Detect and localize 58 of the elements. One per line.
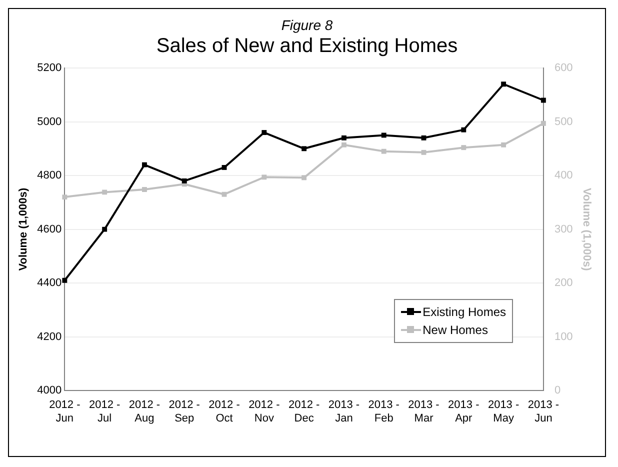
- point: [222, 192, 227, 197]
- point: [102, 190, 108, 195]
- point: [302, 146, 307, 152]
- point: [540, 98, 546, 103]
- y2-tick-label: 400: [554, 170, 573, 182]
- y-tick-label: 4000: [37, 384, 62, 397]
- x-tick-label: 2013 - Mar: [408, 399, 440, 424]
- point: [540, 120, 546, 126]
- x-tick-label: 2012 - Oct: [208, 399, 240, 424]
- point: [341, 142, 346, 148]
- y-tick-label: 4800: [37, 170, 62, 182]
- y2-tick-label: 300: [554, 223, 573, 236]
- legend-label: New Homes: [422, 323, 488, 337]
- x-tick-label: 2013 - Jan: [328, 399, 360, 424]
- x-tick-label: 2013 - May: [488, 399, 520, 424]
- point: [381, 132, 386, 138]
- x-tick-label: 2012 - Jun: [49, 399, 81, 424]
- x-tick-label: 2012 - Dec: [288, 399, 320, 424]
- y2-tick-label: 500: [554, 116, 573, 128]
- chart-title: Sales of New and Existing Homes: [155, 35, 459, 58]
- y-tick-label: 5200: [37, 62, 62, 74]
- y-tick-label: 4600: [37, 223, 62, 236]
- y2-tick-label: 600: [554, 62, 573, 74]
- y-tick-label: 5000: [37, 116, 62, 128]
- x-tick-label: 2012 - Jul: [88, 399, 120, 424]
- point: [461, 145, 466, 150]
- chart-subtitle: Figure 8: [280, 17, 334, 33]
- y2-tick-label: 200: [554, 277, 573, 290]
- point: [142, 162, 147, 168]
- point: [421, 135, 426, 140]
- point: [341, 135, 346, 140]
- x-tick-label: 2013 - Apr: [448, 399, 480, 424]
- y-tick-label: 4200: [37, 330, 62, 343]
- point: [142, 187, 147, 192]
- point: [62, 278, 68, 283]
- x-tick-label: 2012 - Sep: [168, 399, 200, 424]
- x-tick-label: 2012 - Aug: [128, 399, 160, 424]
- point: [501, 82, 506, 87]
- x-tick-label: 2013 - Jun: [528, 399, 560, 424]
- point: [302, 175, 307, 180]
- y-axis-title: Volume (1,000s): [18, 188, 30, 271]
- y-tick-label: 4400: [37, 277, 62, 290]
- legend-label: Existing Homes: [422, 305, 506, 319]
- point: [62, 194, 68, 200]
- x-tick-label: 2012 - Nov: [248, 399, 280, 424]
- point: [102, 226, 108, 232]
- y2-tick-label: 0: [554, 384, 561, 397]
- point: [501, 142, 506, 148]
- point: [262, 174, 267, 180]
- point: [182, 178, 187, 184]
- point: [381, 148, 386, 154]
- point: [222, 164, 227, 170]
- point: [461, 127, 466, 132]
- x-tick-label: 2013 - Feb: [368, 399, 400, 424]
- y2-axis-title: Volume (1,000s): [580, 188, 592, 272]
- point: [262, 130, 267, 135]
- y2-tick-label: 100: [554, 330, 573, 343]
- point: [421, 150, 426, 155]
